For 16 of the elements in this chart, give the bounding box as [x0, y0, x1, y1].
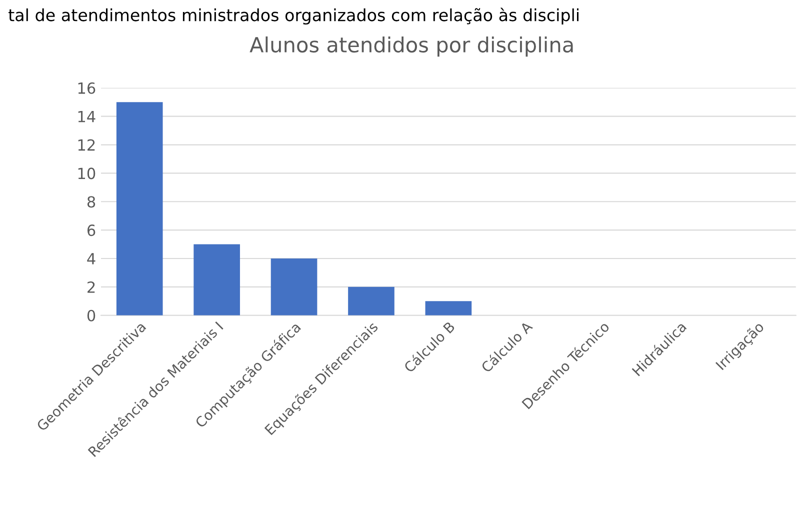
y-tick-label: 10	[78, 168, 96, 180]
y-tick-label: 12	[78, 139, 95, 151]
chart-title: Alunos atendidos por disciplina	[250, 36, 573, 57]
y-tick-label: 8	[87, 196, 96, 208]
bar	[270, 258, 318, 316]
text: tal de atendimentos ministrados organizados com relação às discipli	[8, 8, 578, 25]
bar	[348, 286, 394, 316]
bar	[194, 244, 240, 316]
y-tick-label: 4	[87, 253, 96, 264]
bar	[116, 102, 163, 316]
y-tick-label: 2	[88, 281, 95, 293]
y-tick-label: 16	[78, 82, 96, 94]
bar	[425, 301, 472, 316]
y-tick-label: 6	[87, 224, 96, 236]
y-tick-label: 14	[78, 110, 96, 122]
y-tick-label: 0	[87, 310, 96, 322]
